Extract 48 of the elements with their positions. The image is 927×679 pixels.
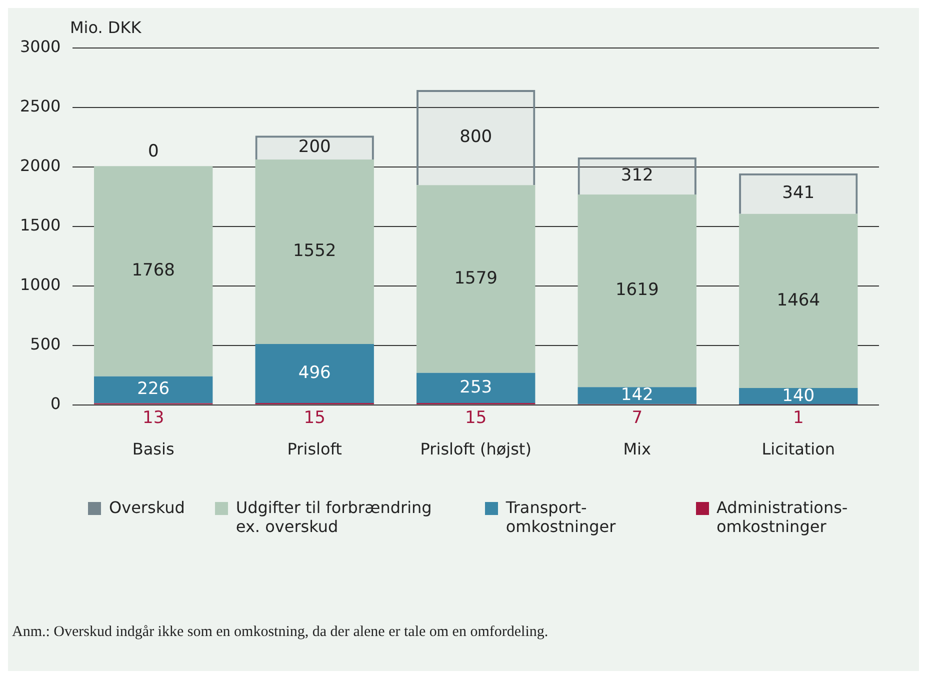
data-label: 7 <box>632 408 643 428</box>
data-label: 140 <box>782 386 815 406</box>
data-label: 253 <box>460 377 492 398</box>
x-tick-label: Basis <box>132 440 174 459</box>
bar <box>255 344 374 404</box>
x-tick-label: Prisloft <box>287 440 342 459</box>
legend-label: Administrations-omkostninger <box>716 498 849 536</box>
data-label: 15 <box>304 408 326 428</box>
bar <box>578 157 696 195</box>
bar <box>94 166 213 376</box>
bar <box>416 90 536 186</box>
data-label: 800 <box>460 126 492 147</box>
data-label: 1768 <box>132 260 175 281</box>
y-tick-label: 1500 <box>20 216 61 235</box>
text: Anm.: Overskud indgår ikke som en omkostning, da der alene er tale om en omfordeling. <box>12 624 548 641</box>
x-tick-label: Mix <box>623 440 651 459</box>
bar <box>94 376 213 404</box>
data-label: 1 <box>792 408 804 428</box>
y-tick-label: 2500 <box>20 96 61 116</box>
legend-label: Udgifter til forbrændring ex. overskud <box>236 498 433 536</box>
data-label: 1619 <box>615 280 659 300</box>
x-tick-label: Licitation <box>762 440 836 459</box>
bar <box>255 136 374 160</box>
y-tick-label: 2000 <box>20 156 61 176</box>
legend-label: Overskud <box>109 498 185 517</box>
y-tick-label: 0 <box>50 394 61 413</box>
bar <box>416 372 536 404</box>
legend-label: Transport-omkostninger <box>506 498 617 536</box>
data-label: 226 <box>137 379 170 400</box>
data-label: 312 <box>620 165 654 186</box>
bar <box>739 173 858 214</box>
data-label: 142 <box>620 384 654 405</box>
data-label: 15 <box>465 408 487 428</box>
y-tick-label: 500 <box>30 334 61 354</box>
data-label: 1552 <box>292 241 336 262</box>
data-label: 13 <box>142 408 164 428</box>
data-label: 200 <box>298 136 331 157</box>
bar <box>739 388 858 405</box>
data-label: 496 <box>298 362 331 383</box>
data-label: 1464 <box>776 290 820 310</box>
data-label: 341 <box>782 183 815 204</box>
y-tick-label: 3000 <box>20 37 61 56</box>
y-axis-title: Mio. DKK <box>70 18 142 37</box>
bar <box>578 387 696 404</box>
x-tick-label: Prisloft (højst) <box>420 440 532 459</box>
y-tick-label: 1000 <box>20 275 61 294</box>
data-label: 1579 <box>454 268 498 288</box>
data-label: 0 <box>148 142 159 162</box>
